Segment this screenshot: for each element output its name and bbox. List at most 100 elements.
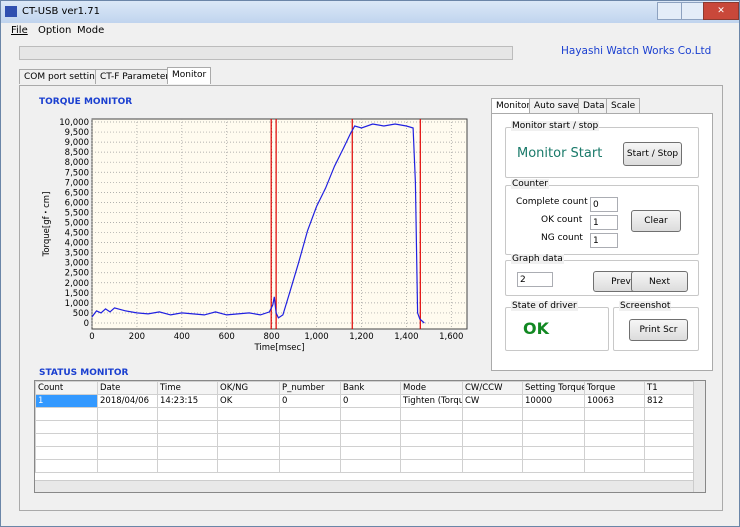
y-tick-label: 4,500 <box>65 229 89 239</box>
table-cell <box>97 433 158 447</box>
group-title: Monitor start / stop <box>511 121 600 131</box>
table-cell: Tighten (Torque <box>400 394 463 408</box>
table-cell <box>522 459 585 473</box>
tab[interactable]: Auto save <box>529 98 584 113</box>
table-cell: 1 <box>35 394 98 408</box>
table-cell <box>157 446 218 460</box>
table-cell <box>462 446 523 460</box>
x-tick-label: 600 <box>219 332 235 342</box>
tab[interactable]: Scale <box>606 98 641 113</box>
x-tick-label: 1,400 <box>394 332 418 342</box>
table-cell: Bank <box>340 381 401 395</box>
group: Monitor start / stop <box>505 121 699 178</box>
minimize[interactable] <box>657 2 683 20</box>
group-title: Graph data <box>511 254 564 264</box>
table-row <box>35 407 700 421</box>
button[interactable]: Print Scr <box>629 319 688 341</box>
table-frame: Count Date Time OK/NG P_number Bank Mode CW/CCW… <box>34 380 706 493</box>
v-scrollbar[interactable] <box>693 381 705 492</box>
table-cell <box>400 433 463 447</box>
progress-bar <box>19 46 513 60</box>
table-cell <box>157 420 218 434</box>
table-cell <box>279 420 341 434</box>
x-axis-label: Time[msec] <box>253 343 304 353</box>
tab[interactable]: Data <box>578 98 610 113</box>
y-tick-label: 3,500 <box>65 249 89 259</box>
h-scrollbar[interactable] <box>35 480 693 492</box>
table-cell: CW/CCW <box>462 381 523 395</box>
table-cell: Setting Torque <box>522 381 585 395</box>
table-cell: Date <box>97 381 158 395</box>
table-cell <box>97 459 158 473</box>
table-cell <box>279 407 341 421</box>
y-tick-label: 7,500 <box>65 168 89 178</box>
table-cell <box>644 446 700 460</box>
table-cell: P_number <box>279 381 341 395</box>
y-tick-label: 6,000 <box>65 198 89 208</box>
table-cell <box>462 433 523 447</box>
table-cell <box>584 407 645 421</box>
table-cell <box>584 420 645 434</box>
table-cell <box>217 433 280 447</box>
table-row <box>35 420 700 434</box>
table-cell <box>35 433 98 447</box>
x-tick-label: 200 <box>129 332 145 342</box>
driver-state: OK <box>523 319 549 338</box>
table-cell: 0 <box>340 394 401 408</box>
table-cell <box>340 420 401 434</box>
y-tick-label: 6,500 <box>65 188 89 198</box>
table-cell <box>340 446 401 460</box>
input[interactable]: 2 <box>517 272 553 287</box>
table-cell: CW <box>462 394 523 408</box>
label: Complete count <box>516 197 588 207</box>
button[interactable]: Clear <box>631 210 681 232</box>
table-cell <box>35 446 98 460</box>
table-cell <box>400 459 463 473</box>
tab[interactable]: CT-F Parameter <box>95 69 175 84</box>
table-cell: 2018/04/06 <box>97 394 158 408</box>
table-cell: T1 <box>644 381 700 395</box>
table-cell <box>97 420 158 434</box>
y-tick-label: 5,000 <box>65 218 89 228</box>
label: NG count <box>541 233 583 243</box>
group: Screenshot <box>613 301 699 351</box>
section-title: TORQUE MONITOR <box>39 97 133 107</box>
table-cell <box>35 459 98 473</box>
maximize[interactable] <box>681 2 705 20</box>
y-tick-label: 2,000 <box>65 279 89 289</box>
menu-item[interactable]: File <box>11 25 28 36</box>
menu-item[interactable]: Mode <box>77 25 105 36</box>
table-cell: Torque <box>584 381 645 395</box>
y-tick-label: 9,000 <box>65 138 89 148</box>
table-cell <box>217 459 280 473</box>
menu-item[interactable]: Option <box>38 25 72 36</box>
x-tick-label: 800 <box>264 332 280 342</box>
company: Hayashi Watch Works Co.Ltd <box>561 45 712 57</box>
plot-area <box>91 118 468 330</box>
input[interactable]: 0 <box>590 197 618 212</box>
y-tick-label: 3,000 <box>65 259 89 269</box>
input[interactable]: 1 <box>590 233 618 248</box>
button[interactable]: Start / Stop <box>623 142 682 166</box>
table-cell <box>462 407 523 421</box>
y-tick-label: 0 <box>84 319 89 329</box>
close[interactable]: ✕ <box>703 2 739 20</box>
table-cell: 812 <box>644 394 700 408</box>
input[interactable]: 1 <box>590 215 618 230</box>
y-tick-label: 7,000 <box>65 178 89 188</box>
section-title: STATUS MONITOR <box>39 368 129 378</box>
table-cell <box>340 459 401 473</box>
group: State of driver <box>505 301 609 351</box>
table-cell: 10000 <box>522 394 585 408</box>
table-cell <box>522 433 585 447</box>
table-cell: 10063 <box>584 394 645 408</box>
tab-panel <box>19 85 723 511</box>
table-cell <box>217 420 280 434</box>
table: Count Date Time OK/NG P_number Bank Mode CW/CCW… <box>35 381 700 473</box>
table-row <box>35 459 700 473</box>
table-cell <box>522 407 585 421</box>
table-cell <box>644 420 700 434</box>
tab[interactable]: COM port setting <box>19 69 106 84</box>
tab-active[interactable]: Monitor <box>167 67 212 84</box>
button[interactable]: Next <box>631 271 688 292</box>
